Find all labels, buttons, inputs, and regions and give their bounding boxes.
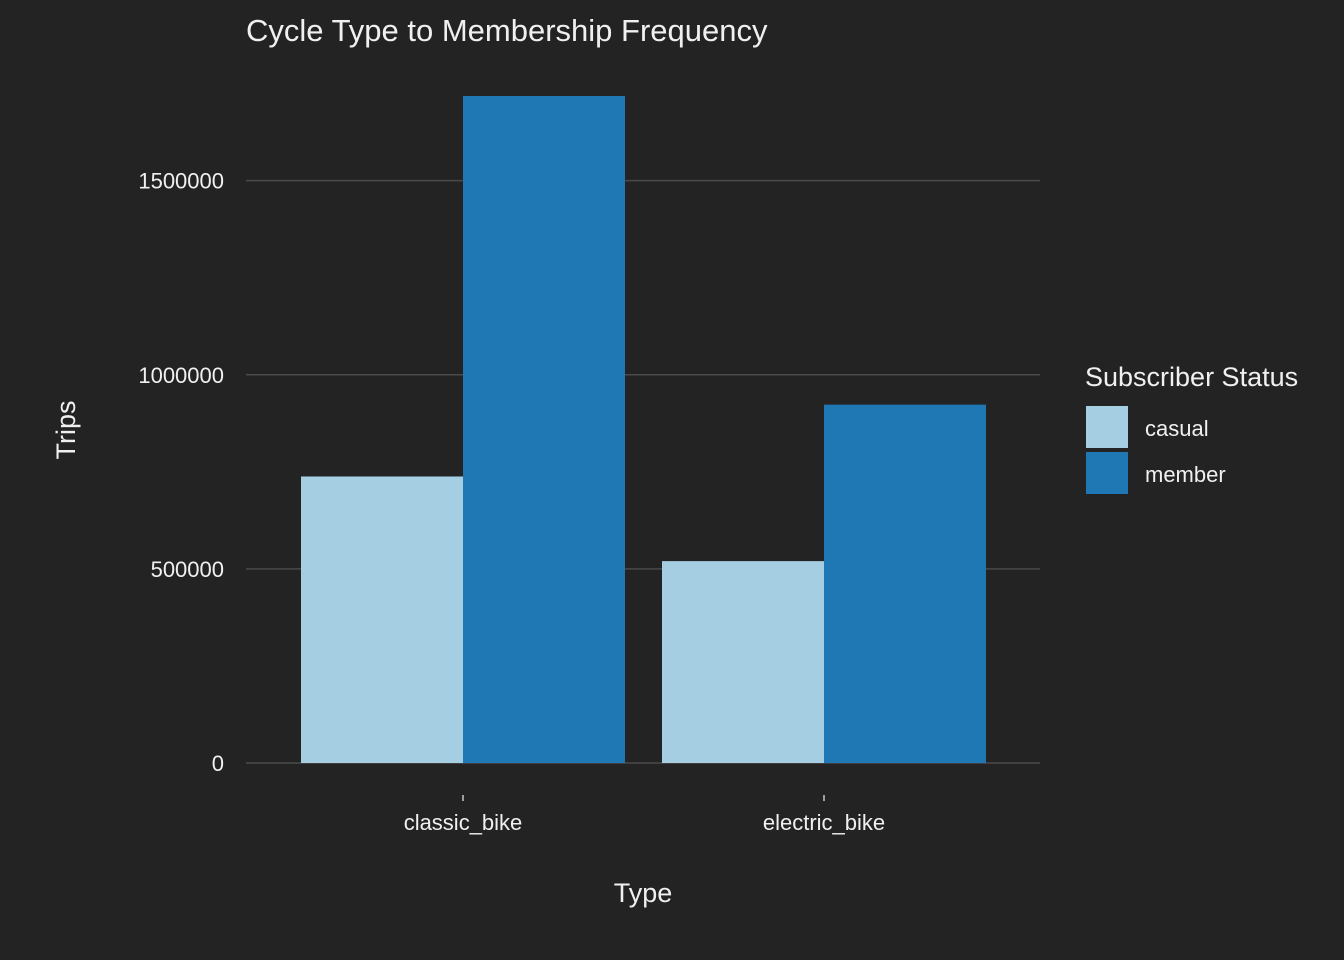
- x-tick-labels: classic_bike electric_bike: [404, 795, 885, 835]
- legend-swatch-casual: [1086, 406, 1128, 448]
- legend-label-casual: casual: [1145, 416, 1209, 441]
- legend: Subscriber Status casual member: [1085, 362, 1298, 494]
- x-tick-label: classic_bike: [404, 810, 523, 835]
- y-axis-label: Trips: [51, 401, 81, 460]
- legend-label-member: member: [1145, 462, 1226, 487]
- y-tick-label: 0: [212, 751, 224, 776]
- bar-electric_bike-member: [824, 404, 986, 763]
- legend-swatch-member: [1086, 452, 1128, 494]
- bar-classic_bike-casual: [301, 476, 463, 763]
- y-tick-label: 500000: [151, 557, 224, 582]
- bars: [301, 96, 986, 763]
- legend-title: Subscriber Status: [1085, 362, 1298, 392]
- y-tick-label: 1000000: [138, 363, 224, 388]
- x-tick-label: electric_bike: [763, 810, 885, 835]
- bar-classic_bike-member: [463, 96, 625, 763]
- y-tick-labels: 0 500000 1000000 1500000: [138, 169, 224, 776]
- bar-electric_bike-casual: [662, 561, 824, 763]
- x-axis-label: Type: [614, 878, 673, 908]
- chart-title: Cycle Type to Membership Frequency: [246, 13, 768, 48]
- y-tick-label: 1500000: [138, 169, 224, 194]
